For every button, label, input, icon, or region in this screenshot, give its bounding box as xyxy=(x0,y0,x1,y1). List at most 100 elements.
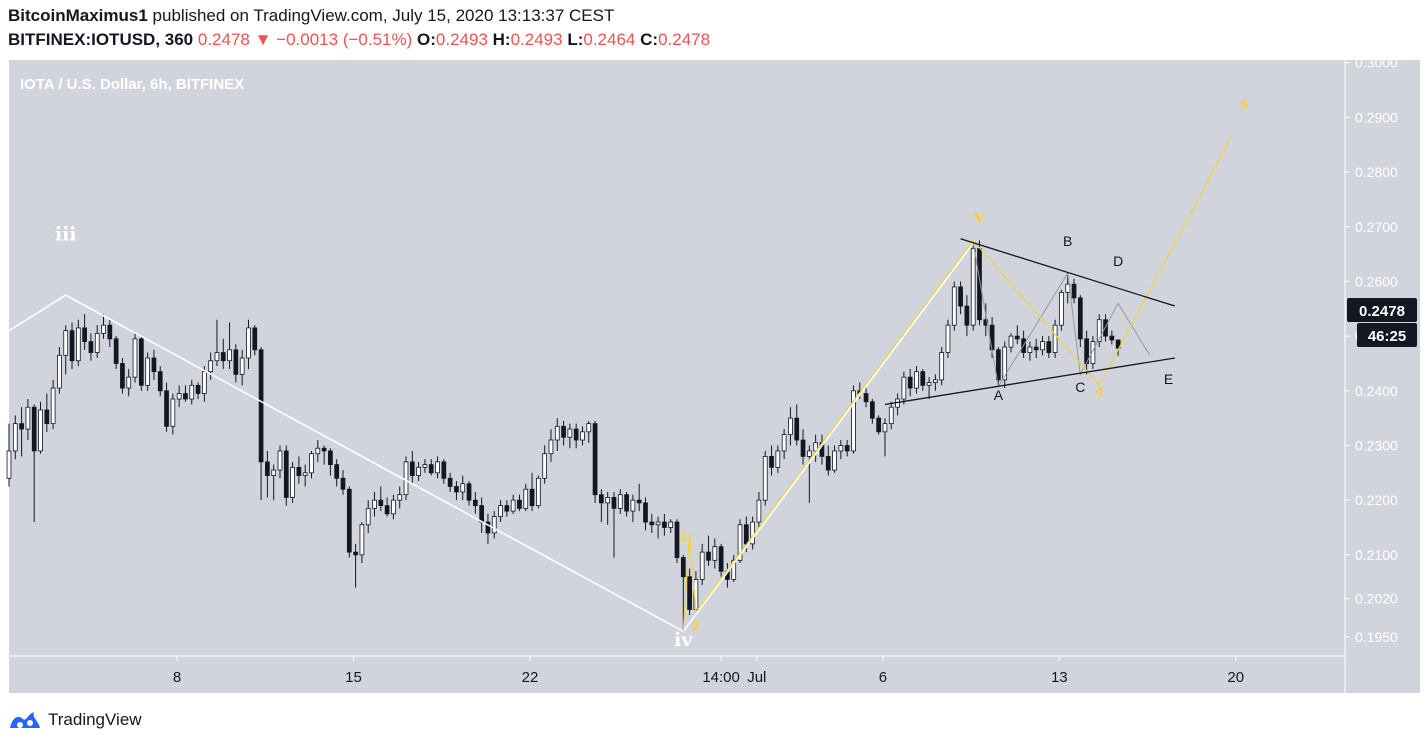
candle xyxy=(939,347,945,386)
candle xyxy=(69,322,75,369)
candle xyxy=(271,464,277,501)
candle xyxy=(6,423,12,487)
candle xyxy=(945,319,951,358)
candle xyxy=(542,445,548,484)
candle xyxy=(334,459,340,487)
candle-body-up xyxy=(12,423,18,452)
candle-body-down xyxy=(844,445,850,452)
candle xyxy=(472,491,478,514)
candle-body-down xyxy=(409,461,415,476)
candle xyxy=(435,456,440,479)
candle xyxy=(580,426,585,446)
candle xyxy=(1008,333,1014,353)
candle xyxy=(554,418,560,451)
candle-body-up xyxy=(542,453,548,479)
candle-body-down xyxy=(82,327,87,342)
candle xyxy=(239,349,245,386)
candle xyxy=(63,325,69,375)
candle-body-down xyxy=(794,417,800,441)
candle xyxy=(107,319,113,348)
price-tick-label: 0.2700 xyxy=(1355,219,1398,235)
candle xyxy=(964,295,970,337)
candle-body-down xyxy=(283,450,289,498)
author-name[interactable]: BitcoinMaximus1 xyxy=(8,6,148,25)
candle xyxy=(920,368,926,391)
candle xyxy=(277,445,283,479)
candle xyxy=(1046,336,1052,358)
candle xyxy=(1077,295,1083,348)
candle xyxy=(706,535,711,566)
candle xyxy=(283,445,289,506)
candle xyxy=(170,393,176,435)
candle-body-down xyxy=(977,248,982,321)
candle xyxy=(428,459,434,476)
current-price-badge: 0.2478 46:25 xyxy=(1347,298,1417,347)
price-axis[interactable] xyxy=(1345,60,1420,693)
last-price-value: 0.2478 xyxy=(197,30,250,49)
candle-body-up xyxy=(132,338,138,378)
time-axis[interactable] xyxy=(9,656,1345,693)
wave-label: B xyxy=(1063,233,1072,249)
candle-body-up xyxy=(788,417,793,435)
candle xyxy=(447,472,453,492)
candle-body-up xyxy=(277,450,283,471)
plot-area[interactable] xyxy=(9,60,1345,656)
candle xyxy=(1002,341,1008,389)
candle xyxy=(290,461,295,503)
candle xyxy=(384,497,390,517)
candle-body-up xyxy=(914,371,919,389)
candle xyxy=(25,399,31,441)
time-axis-labels: 8 15 22 14:00 Jul 6 13 20 xyxy=(173,656,1244,686)
candle-body-down xyxy=(233,349,239,375)
candle xyxy=(328,448,333,476)
candle xyxy=(605,491,611,525)
candle xyxy=(844,440,850,457)
abcde-path-line xyxy=(972,243,1151,388)
candle xyxy=(907,368,913,397)
time-tick-label: 20 xyxy=(1227,669,1244,686)
candle xyxy=(586,420,592,443)
candle xyxy=(353,543,358,588)
tradingview-brand: TradingView xyxy=(48,710,142,729)
candle-body-down xyxy=(321,447,327,452)
candle-body-up xyxy=(1096,319,1102,342)
candle-body-up xyxy=(1052,324,1058,353)
candle-body-up xyxy=(762,456,768,501)
candle-body-down xyxy=(876,417,882,433)
candle xyxy=(662,513,667,536)
candle-body-up xyxy=(290,466,295,498)
countdown-label: 46:25 xyxy=(1368,328,1406,345)
candle xyxy=(794,404,800,446)
candle xyxy=(1109,330,1115,345)
candle-body-up xyxy=(176,393,182,400)
candle-body-down xyxy=(195,384,201,394)
candle xyxy=(636,483,642,512)
candle-body-down xyxy=(334,464,340,479)
candle xyxy=(832,445,837,473)
candle-body-down xyxy=(384,505,390,515)
candle xyxy=(422,459,428,473)
candle-body-down xyxy=(258,349,264,463)
tradingview-footer[interactable]: TradingView xyxy=(8,708,142,732)
candle-body-down xyxy=(340,477,346,490)
candle xyxy=(762,450,768,506)
candle xyxy=(94,325,100,358)
price-tick-label: 0.2020 xyxy=(1355,591,1398,607)
candle xyxy=(800,429,806,465)
candle-body-up xyxy=(655,521,661,526)
candle-body-up xyxy=(699,551,705,580)
candle xyxy=(309,450,314,479)
high-value: 0.2493 xyxy=(510,30,563,49)
candle xyxy=(214,319,220,367)
candle xyxy=(220,338,226,369)
candle xyxy=(1090,336,1096,369)
candle-body-up xyxy=(536,477,541,507)
candles-layer xyxy=(6,240,1121,632)
candle xyxy=(592,420,598,503)
candle-body-up xyxy=(1040,341,1045,351)
candle xyxy=(233,344,239,383)
price-tick-label: 0.2600 xyxy=(1355,273,1398,289)
candle-body-up xyxy=(580,431,585,441)
candle xyxy=(113,336,119,369)
